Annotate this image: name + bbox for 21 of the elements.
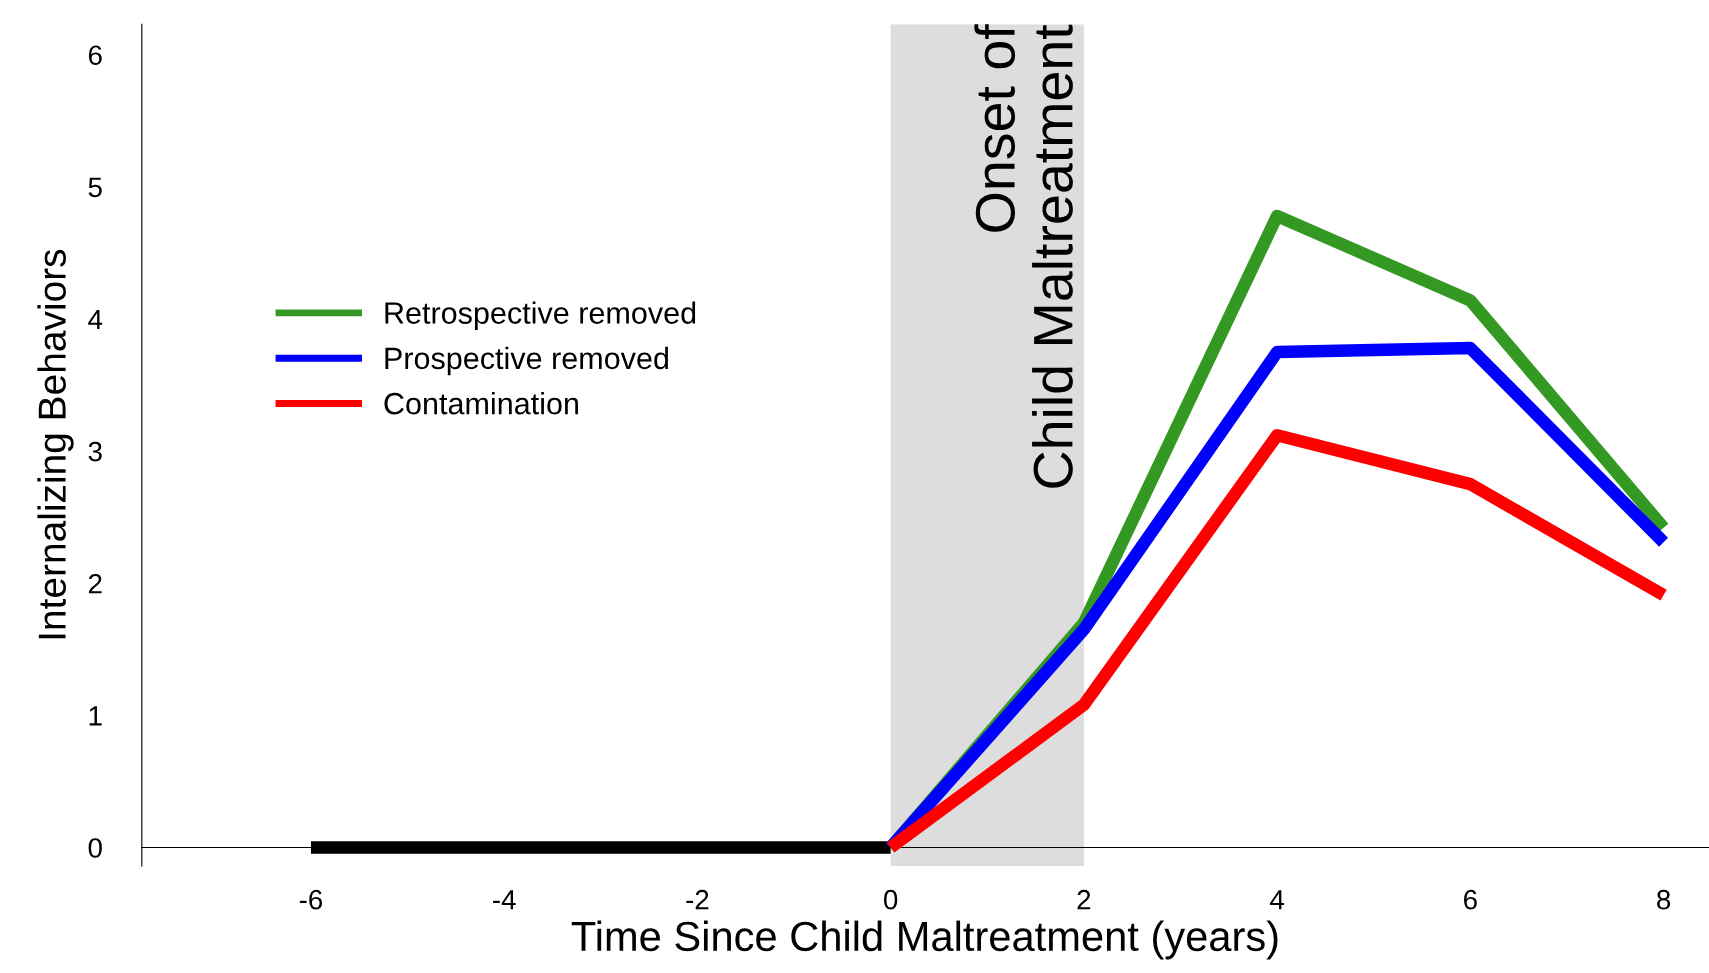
- legend-label: Retrospective removed: [385, 301, 696, 330]
- y-tick-label: 0: [88, 838, 102, 858]
- x-tick-label: 8: [1657, 889, 1671, 910]
- x-tick-label: -6: [299, 889, 323, 910]
- y-tick-label: 3: [88, 441, 102, 462]
- y-tick-label: 1: [89, 706, 102, 726]
- band-label: Onset of Child Maltreatment: [974, 24, 1073, 488]
- legend-label: Prospective removed: [385, 346, 668, 376]
- y-tick-label: 5: [88, 177, 102, 198]
- x-tick-label: -2: [686, 889, 709, 910]
- y-tick-label: 4: [88, 309, 103, 330]
- x-tick-label: 6: [1464, 889, 1477, 910]
- y-tick-label: 6: [88, 45, 102, 66]
- legend-label: Contamination: [384, 392, 578, 415]
- y-tick-label: 2: [88, 573, 102, 594]
- x-tick-label: 4: [1270, 890, 1285, 910]
- x-tick-label: -4: [493, 890, 516, 910]
- x-axis-title: Time Since Child Maltreatment (years): [571, 920, 1278, 960]
- x-tick-label: 0: [884, 889, 898, 910]
- x-tick-label: 2: [1077, 889, 1091, 910]
- y-axis-title: Internalizing Behaviors: [37, 249, 74, 639]
